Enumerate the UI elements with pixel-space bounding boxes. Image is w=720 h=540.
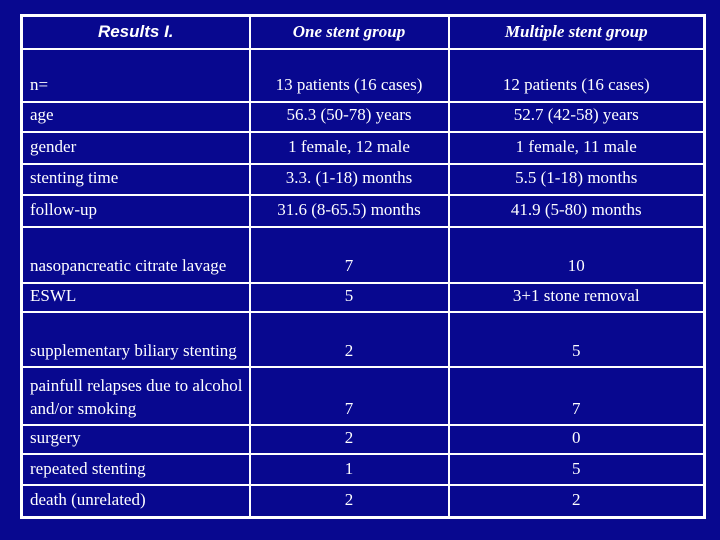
cell-multiple-stent: 2 (447, 484, 706, 519)
table-row: ESWL 5 3+1 stone removal (20, 281, 706, 313)
table-row: stenting time 3.3. (1-18) months 5.5 (1-… (20, 162, 706, 196)
row-label: ESWL (20, 281, 251, 313)
row-label: n= (20, 47, 251, 103)
table-header-row: Results I. One stent group Multiple sten… (20, 14, 706, 50)
cell-multiple-stent: 5 (447, 310, 706, 368)
cell-one-stent: 2 (248, 484, 450, 519)
row-label: gender (20, 130, 251, 165)
cell-multiple-stent: 52.7 (42-58) years (447, 100, 706, 133)
table-row: death (unrelated) 2 2 (20, 484, 706, 519)
table-row: age 56.3 (50-78) years 52.7 (42-58) year… (20, 100, 706, 133)
cell-one-stent: 2 (248, 423, 450, 456)
cell-one-stent: 13 patients (16 cases) (248, 47, 450, 103)
cell-multiple-stent: 1 female, 11 male (447, 130, 706, 165)
table-row: n= 13 patients (16 cases) 12 patients (1… (20, 47, 706, 103)
table-row: gender 1 female, 12 male 1 female, 11 ma… (20, 130, 706, 165)
cell-one-stent: 1 female, 12 male (248, 130, 450, 165)
cell-multiple-stent: 5.5 (1-18) months (447, 162, 706, 196)
cell-multiple-stent: 0 (447, 423, 706, 456)
results-table: Results I. One stent group Multiple sten… (20, 14, 706, 519)
column-header-one-stent: One stent group (248, 14, 450, 50)
row-label: painfull relapses due to alcohol and/or … (20, 365, 251, 426)
row-label: age (20, 100, 251, 133)
cell-one-stent: 56.3 (50-78) years (248, 100, 450, 133)
row-label: follow-up (20, 193, 251, 228)
cell-one-stent: 7 (248, 365, 450, 426)
table-row: surgery 2 0 (20, 423, 706, 456)
row-label: supplementary biliary stenting (20, 310, 251, 368)
table-row: nasopancreatic citrate lavage 7 10 (20, 225, 706, 284)
row-label: stenting time (20, 162, 251, 196)
cell-multiple-stent: 12 patients (16 cases) (447, 47, 706, 103)
cell-one-stent: 5 (248, 281, 450, 313)
cell-one-stent: 2 (248, 310, 450, 368)
cell-multiple-stent: 10 (447, 225, 706, 284)
column-header-multiple-stent: Multiple stent group (447, 14, 706, 50)
row-label: surgery (20, 423, 251, 456)
table-row: painfull relapses due to alcohol and/or … (20, 365, 706, 426)
cell-one-stent: 7 (248, 225, 450, 284)
cell-multiple-stent: 41.9 (5-80) months (447, 193, 706, 228)
table-row: supplementary biliary stenting 2 5 (20, 310, 706, 368)
cell-multiple-stent: 3+1 stone removal (447, 281, 706, 313)
table-row: repeated stenting 1 5 (20, 453, 706, 487)
table-row: follow-up 31.6 (8-65.5) months 41.9 (5-8… (20, 193, 706, 228)
cell-multiple-stent: 5 (447, 453, 706, 487)
row-label: death (unrelated) (20, 484, 251, 519)
cell-one-stent: 1 (248, 453, 450, 487)
cell-one-stent: 31.6 (8-65.5) months (248, 193, 450, 228)
row-label: repeated stenting (20, 453, 251, 487)
cell-one-stent: 3.3. (1-18) months (248, 162, 450, 196)
row-label: nasopancreatic citrate lavage (20, 225, 251, 284)
slide-title: Results I. (20, 14, 251, 50)
cell-multiple-stent: 7 (447, 365, 706, 426)
